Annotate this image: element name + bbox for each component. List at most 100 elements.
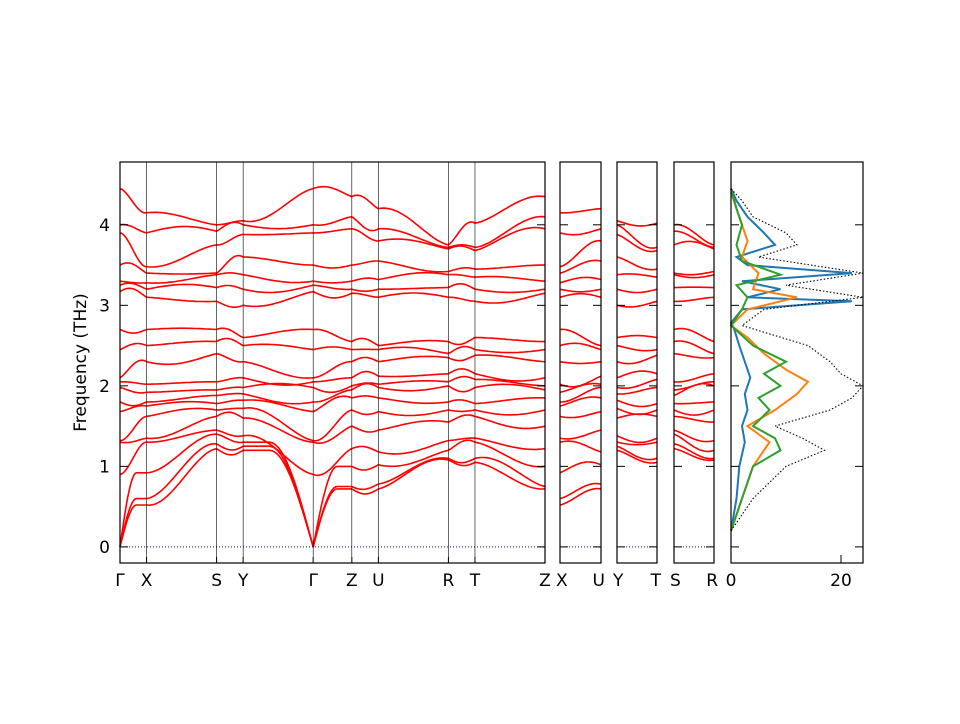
band-1-SY-15 [217,286,244,290]
band-2-XU-10 [560,376,601,387]
x-tick-label: Γ [308,571,318,591]
x-tick-label: Γ [115,571,125,591]
band-1-YΓ-14 [243,292,313,307]
band-1-TZ-17 [475,265,545,269]
x-tick-label: Z [346,571,358,591]
band-1-UR-17 [378,261,448,272]
y-tick-label: 3 [99,296,110,316]
band-1-ΓZ-10 [313,378,352,382]
band-2-XU-14 [560,294,601,298]
band-1-UR-4 [378,441,448,454]
band-1-YΓ-3 [243,442,313,547]
x-tick-label: T [650,571,662,591]
band-1-SY-8 [217,394,244,396]
y-tick-label: 4 [99,216,110,236]
band-1-YΓ-13 [243,329,313,337]
band-2-XU-6 [560,412,601,418]
band-4-SR-3 [674,434,714,451]
x-tick-label: Y [237,571,249,591]
band-1-SY-13 [217,328,244,337]
band-1-ΓX-12 [120,344,147,350]
band-4-SR-4 [674,430,714,442]
band-1-XS-20 [147,212,217,225]
band-1-ZU-5 [352,426,379,432]
band-4-SR-14 [674,297,714,301]
band-1-UR-1 [378,459,448,489]
band-1-YΓ-11 [243,362,313,378]
band-1-XS-14 [147,297,217,301]
band-1-SY-2 [217,444,244,450]
band-1-ZU-19 [352,217,379,231]
band-1-RT-13 [448,338,475,345]
band-1-TZ-13 [475,338,545,342]
y-tick-label: 1 [99,457,110,477]
band-1-ZU-16 [352,278,379,281]
band-1-ΓX-16 [120,281,147,283]
x-tick-label: U [593,571,605,591]
band-2-XU-17 [560,260,601,273]
band-3-YT-7 [617,400,657,406]
band-1-ΓZ-11 [313,362,352,378]
band-1-ΓZ-16 [313,281,352,283]
band-1-ΓZ-18 [313,229,352,233]
band-4-SR-13 [674,329,714,342]
band-1-XS-18 [147,245,217,267]
band-1-RT-6 [448,410,475,411]
band-2-XU-2 [560,484,601,499]
band-4-SR-19 [674,231,714,247]
band-1-XS-12 [147,341,217,345]
band-1-UR-7 [378,398,448,403]
band-1-YΓ-5 [243,418,313,442]
band-1-TZ-12 [475,350,545,353]
band-1-YΓ-15 [243,285,313,292]
x-tick-label: Z [539,571,551,591]
dos-series-line-3 [731,189,786,531]
band-1-RT-8 [448,386,475,392]
band-1-UR-11 [378,356,448,361]
band-2-XU-20 [560,209,601,213]
x-tick-label: T [469,571,481,591]
y-tick-label: 0 [99,538,110,558]
x-tick-label: S [211,571,222,591]
band-1-UR-8 [378,386,448,391]
band-1-UR-14 [378,293,448,297]
band-1-UR-12 [378,347,448,353]
band-1-YΓ-12 [243,344,313,349]
band-panel-frame-4 [674,162,714,563]
band-1-SY-12 [217,339,244,346]
band-1-ZU-10 [352,372,379,378]
band-1-SY-9 [217,387,244,390]
band-1-YΓ-17 [243,257,313,265]
band-1-XS-6 [147,408,217,416]
band-1-RT-7 [448,400,475,404]
band-1-XS-17 [147,273,217,274]
band-1-TZ-16 [475,277,545,282]
band-2-XU-4 [560,441,601,452]
band-4-SR-7 [674,402,714,404]
band-1-YΓ-1 [243,450,313,547]
dos-panel-frame [731,162,863,563]
band-3-YT-4 [617,436,657,443]
band-1-ΓZ-6 [313,410,352,441]
band-1-SY-18 [217,235,244,245]
dos-x-tick-label: 20 [830,571,852,591]
band-1-SY-6 [217,408,244,410]
band-1-YΓ-8 [243,394,313,404]
dos-x-tick-label: 0 [726,571,737,591]
band-2-XU-16 [560,277,601,282]
band-1-ΓZ-12 [313,347,352,350]
band-3-YT-12 [617,346,657,351]
band-1-UR-13 [378,341,448,346]
band-1-ΓZ-20 [313,187,352,197]
band-1-SY-14 [217,301,244,307]
band-1-ZU-13 [352,338,379,345]
band-1-UR-6 [378,410,448,416]
band-1-TZ-18 [475,228,545,251]
band-1-TZ-14 [475,293,545,303]
band-1-SY-5 [217,412,244,418]
band-2-XU-19 [560,229,601,235]
band-3-YT-14 [617,301,657,307]
band-1-UR-19 [378,229,448,248]
band-1-UR-2 [378,458,448,484]
band-3-YT-9 [617,379,657,388]
